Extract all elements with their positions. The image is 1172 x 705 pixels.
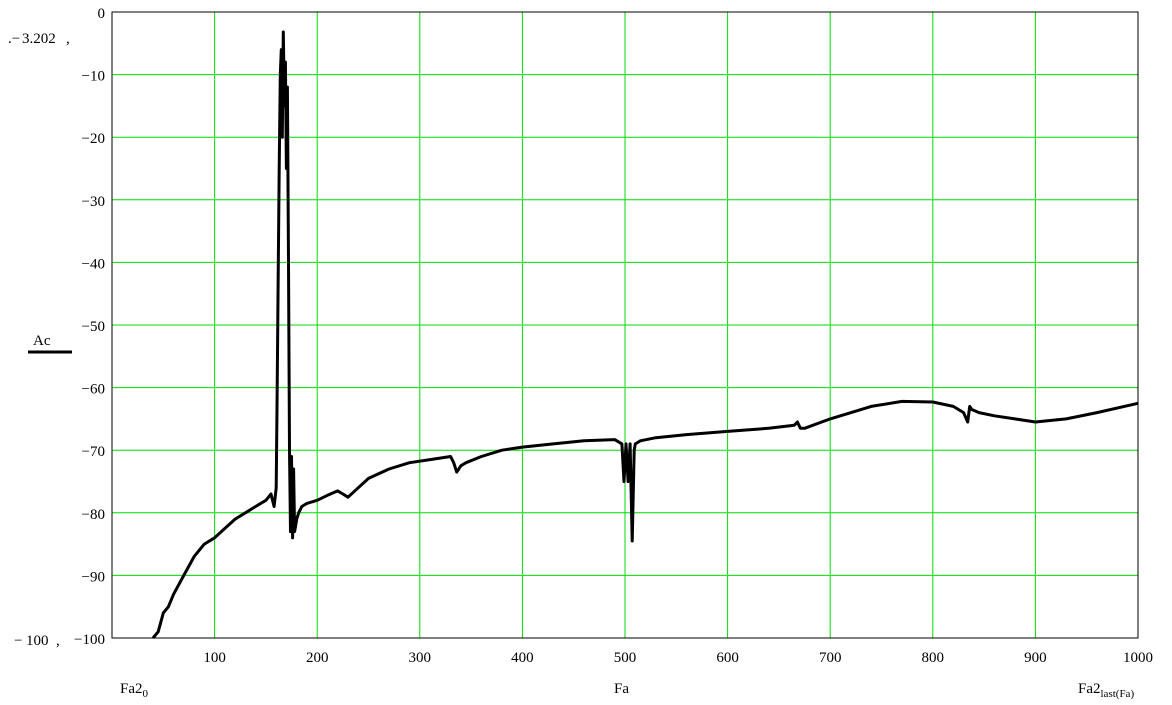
x-tick-label: 900 — [1024, 650, 1047, 666]
y-min-marker: 100 — [26, 633, 49, 649]
series-line — [151, 30, 1139, 639]
y-tick-label: −50 — [82, 319, 105, 335]
x-tick-labels: 100 200 300 400 500 600 700 800 900 1000 — [203, 650, 1153, 666]
x-max-label-base: Fa2 — [1078, 681, 1101, 697]
x-tick-label: 600 — [716, 650, 739, 666]
y-axis-label: Ac — [33, 333, 51, 349]
x-tick-label: 200 — [306, 650, 329, 666]
y-max-marker: 3.202 — [22, 31, 56, 47]
y-tick-label: −70 — [82, 444, 105, 460]
y-min-marker-prefix: − — [14, 633, 22, 649]
y-min-marker-suffix: , — [56, 633, 60, 649]
y-tick-label: −20 — [82, 131, 105, 147]
y-tick-label: −80 — [82, 507, 105, 523]
x-max-label: Fa2last(Fa) — [1078, 681, 1134, 700]
y-tick-label: 0 — [98, 6, 106, 22]
y-tick-labels: 0 −10 −20 −30 −40 −50 −60 −70 −80 −90 −100 — [74, 6, 105, 648]
x-tick-label: 100 — [203, 650, 226, 666]
y-max-marker-suffix: , — [66, 31, 70, 47]
y-tick-label: −40 — [82, 256, 105, 272]
x-tick-label: 700 — [819, 650, 842, 666]
x-max-label-sub: last(Fa) — [1101, 688, 1135, 700]
x-tick-label: 300 — [409, 650, 432, 666]
y-tick-label: −10 — [82, 69, 105, 85]
x-tick-label: 1000 — [1123, 650, 1153, 666]
y-tick-label: −100 — [74, 632, 105, 648]
series-line-group — [151, 30, 1139, 639]
x-tick-label: 800 — [922, 650, 945, 666]
x-min-label-base: Fa2 — [120, 681, 143, 697]
y-tick-label: −60 — [82, 382, 105, 398]
x-axis-label: Fa — [614, 681, 629, 697]
x-min-label-sub: 0 — [143, 688, 149, 700]
y-tick-label: −90 — [82, 569, 105, 585]
x-tick-label: 500 — [614, 650, 637, 666]
y-tick-label: −30 — [82, 194, 105, 210]
x-tick-label: 400 — [511, 650, 534, 666]
x-min-label: Fa20 — [120, 681, 149, 700]
plot-frame — [111, 11, 1139, 639]
y-max-marker-prefix: .− — [8, 31, 20, 47]
